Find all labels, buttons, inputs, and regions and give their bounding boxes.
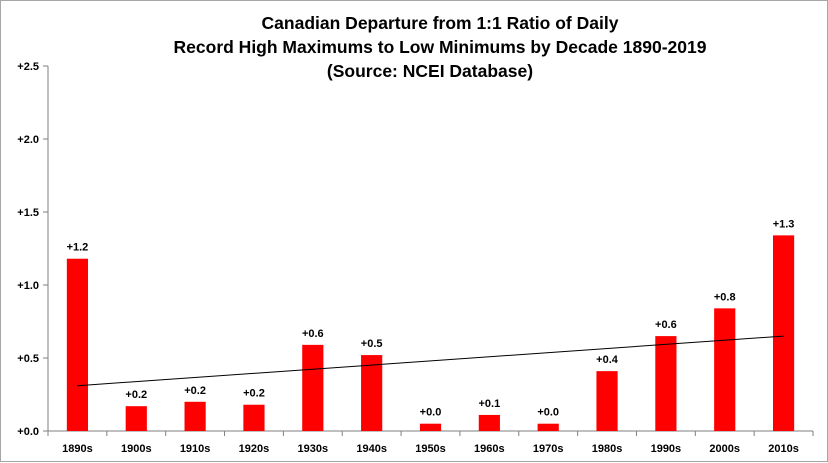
x-category-label: 1950s [415,443,446,455]
bar [419,423,442,431]
bar [184,401,206,431]
bar [302,344,324,431]
x-category-label: 2000s [709,443,740,455]
y-tick-label: +1.5 [17,207,39,219]
x-category-label: 1970s [533,443,564,455]
x-category-label: 1910s [180,443,211,455]
bar [714,308,736,431]
bar-data-label: +0.0 [537,407,559,419]
chart-title: Canadian Departure from 1:1 Ratio of Dai… [1,11,828,83]
bar [537,423,559,431]
bar [655,336,677,431]
x-category-label: 1930s [298,443,329,455]
bar [478,414,500,431]
bar-data-label: +0.8 [714,291,736,303]
bar-data-label: +0.2 [243,388,265,400]
y-tick-label: +1.0 [17,280,39,292]
x-category-label: 2010s [768,443,799,455]
chart-title-line-2: Record High Maximums to Low Minimums by … [173,37,707,57]
x-category-label: 1990s [651,443,682,455]
bar-data-label: +0.6 [655,319,677,331]
y-tick-label: +0.0 [17,426,39,438]
bar-data-label: +0.6 [302,328,324,340]
bar [361,355,383,431]
y-tick-label: +0.5 [17,353,39,365]
bar-data-label: +1.3 [773,218,795,230]
bar [66,258,89,431]
chart-title-line-3: (Source: NCEI Database) [326,61,534,81]
x-category-label: 1890s [62,443,93,455]
x-category-label: 1940s [356,443,387,455]
bar-data-label: +1.2 [67,242,89,254]
bar-data-label: +0.2 [184,385,206,397]
x-category-label: 1920s [239,443,270,455]
bar-data-label: +0.4 [596,354,619,366]
bar-data-label: +0.1 [478,398,500,410]
bar-data-label: +0.5 [361,338,383,350]
bar [125,406,147,431]
bar [596,371,618,431]
trendline [77,335,784,387]
x-category-label: 1960s [474,443,505,455]
bar [243,404,265,431]
bar-data-label: +0.2 [125,389,147,401]
y-tick-label: +2.5 [17,61,39,73]
x-category-label: 1900s [121,443,152,455]
x-category-label: 1980s [592,443,623,455]
bar-data-label: +0.0 [420,407,442,419]
chart-title-line-1: Canadian Departure from 1:1 Ratio of Dai… [261,13,619,33]
y-tick-label: +2.0 [17,134,39,146]
bar [772,235,795,431]
